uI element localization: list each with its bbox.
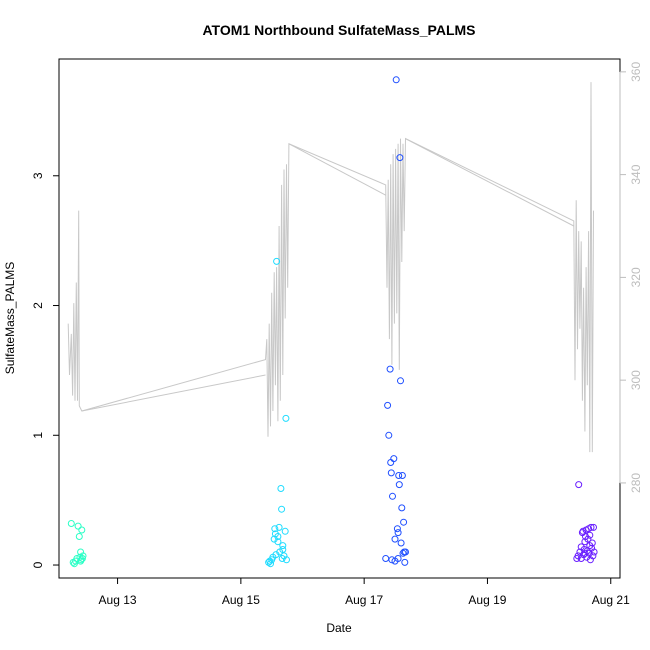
y-axis-label: SulfateMass_PALMS: [3, 262, 17, 375]
data-point: [78, 526, 86, 534]
y-tick-label: 1: [31, 432, 45, 439]
y-tick-label: 2: [31, 302, 45, 309]
scatter-points: [67, 76, 598, 568]
data-point: [575, 481, 583, 489]
series-line-segment: [288, 143, 386, 196]
data-point: [392, 76, 400, 84]
data-point: [400, 518, 408, 526]
x-tick-label: Aug 15: [222, 593, 260, 607]
data-point: [389, 492, 396, 500]
data-point: [398, 504, 406, 512]
data-point: [283, 556, 290, 564]
data-point: [274, 533, 282, 540]
series-line: [67, 82, 594, 453]
x-axis: Aug 13 Aug 15 Aug 17 Aug 19 Aug 21: [99, 577, 630, 607]
data-point: [391, 535, 399, 543]
data-point: [393, 525, 401, 533]
data-point: [386, 365, 394, 373]
y2-axis: 280 300 320 340 360: [619, 62, 643, 493]
x-tick-label: Aug 13: [99, 593, 137, 607]
data-point: [388, 556, 396, 564]
data-point: [74, 522, 82, 530]
y2-tick-label: 360: [629, 62, 643, 82]
data-point: [589, 552, 597, 560]
y2-tick-label: 340: [629, 164, 643, 184]
series-line-segment: [81, 374, 266, 412]
data-point: [267, 560, 274, 568]
data-point: [273, 257, 281, 265]
data-point: [586, 542, 594, 550]
data-point: [396, 154, 404, 162]
y2-tick-label: 300: [629, 370, 643, 390]
x-axis-label: Date: [326, 621, 352, 635]
data-point: [584, 535, 592, 543]
y2-tick-label: 320: [629, 267, 643, 287]
y-tick-label: 0: [31, 561, 45, 568]
data-point: [279, 546, 287, 553]
data-point: [395, 472, 403, 479]
data-point: [395, 481, 403, 489]
data-point: [275, 523, 283, 531]
data-point: [387, 469, 395, 477]
data-point: [75, 533, 83, 540]
data-point: [271, 525, 279, 533]
data-point: [390, 455, 398, 463]
data-point: [401, 558, 409, 566]
data-point: [77, 557, 85, 565]
data-point: [67, 520, 75, 527]
data-point: [577, 555, 585, 562]
data-point: [590, 523, 597, 531]
data-point: [398, 472, 406, 479]
data-point: [279, 542, 287, 550]
y-axis: 0 1 2 3: [31, 172, 60, 568]
chart-title: ATOM1 Northbound SulfateMass_PALMS: [202, 22, 475, 38]
x-tick-label: Aug 21: [592, 593, 630, 607]
y2-tick-label: 280: [629, 473, 643, 493]
data-point: [274, 538, 282, 546]
data-point: [281, 527, 289, 535]
data-point: [385, 431, 393, 439]
data-point: [586, 531, 594, 539]
data-point: [397, 539, 405, 547]
data-point: [402, 548, 409, 556]
data-point: [282, 414, 290, 422]
data-point: [69, 558, 77, 566]
data-point: [384, 401, 392, 409]
right-axis-line-series: [67, 82, 594, 453]
data-point: [277, 485, 285, 492]
data-point: [587, 523, 595, 531]
data-point: [590, 548, 598, 556]
y-tick-label: 3: [31, 172, 45, 179]
series-line-segment: [405, 138, 574, 227]
data-point: [394, 529, 402, 537]
x-tick-label: Aug 17: [345, 593, 383, 607]
data-point: [581, 549, 589, 557]
data-point: [278, 505, 286, 513]
x-tick-label: Aug 19: [468, 593, 506, 607]
data-point: [580, 546, 588, 553]
data-point: [397, 377, 404, 385]
